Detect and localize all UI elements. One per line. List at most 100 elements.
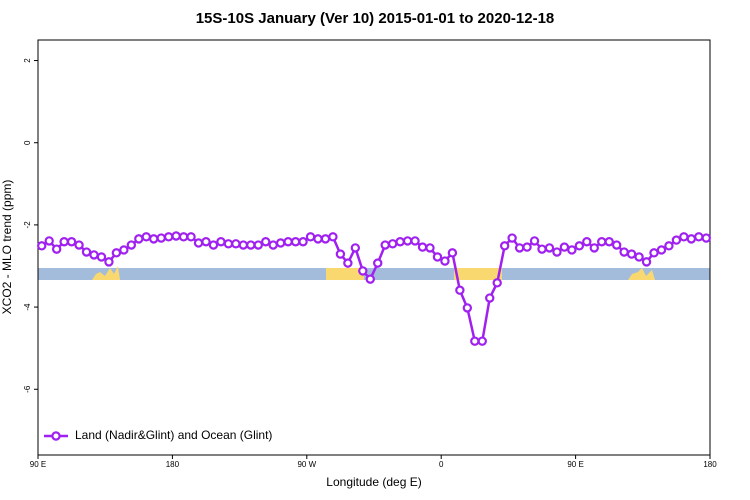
data-point bbox=[597, 237, 607, 247]
data-point bbox=[425, 243, 435, 253]
data-point bbox=[44, 236, 54, 246]
data-point bbox=[529, 236, 540, 246]
data-point bbox=[104, 257, 114, 267]
series-line bbox=[41, 234, 707, 343]
data-point bbox=[470, 336, 480, 346]
data-point bbox=[81, 247, 92, 257]
data-point bbox=[567, 245, 577, 255]
data-point bbox=[619, 247, 629, 257]
data-point bbox=[410, 236, 420, 246]
data-point bbox=[686, 234, 697, 244]
data-point bbox=[485, 293, 495, 303]
data-point bbox=[313, 234, 323, 244]
data-point bbox=[275, 238, 286, 248]
data-point bbox=[440, 256, 450, 266]
data-point bbox=[462, 303, 473, 313]
data-point bbox=[178, 232, 189, 242]
data-point bbox=[201, 237, 211, 247]
data-point bbox=[298, 237, 308, 247]
data-point bbox=[216, 237, 226, 247]
legend-marker bbox=[51, 431, 61, 441]
chart-title: 15S-10S January (Ver 10) 2015-01-01 to 2… bbox=[196, 10, 555, 27]
data-point bbox=[582, 237, 592, 247]
data-point bbox=[402, 236, 413, 246]
land-band bbox=[454, 268, 502, 280]
data-point bbox=[320, 234, 331, 244]
x-axis-label: Longitude (deg E) bbox=[326, 475, 421, 489]
data-point bbox=[37, 241, 47, 251]
data-point bbox=[149, 234, 159, 244]
data-point bbox=[656, 245, 667, 255]
data-point bbox=[387, 239, 398, 249]
data-point bbox=[589, 243, 599, 253]
data-point bbox=[74, 240, 84, 250]
data-point bbox=[634, 252, 644, 262]
data-point bbox=[574, 241, 585, 251]
data-point bbox=[134, 234, 144, 244]
y-axis-label: XCO2 - MLO trend (ppm) bbox=[0, 180, 14, 315]
land-band bbox=[92, 266, 120, 280]
data-point bbox=[365, 274, 375, 284]
data-point bbox=[350, 243, 361, 253]
data-point bbox=[477, 336, 487, 346]
data-point bbox=[66, 237, 77, 247]
data-point bbox=[96, 252, 107, 262]
data-point bbox=[163, 232, 174, 242]
data-point bbox=[111, 248, 122, 258]
data-point bbox=[305, 232, 316, 242]
data-point bbox=[507, 233, 517, 243]
data-point bbox=[552, 247, 562, 257]
data-point bbox=[395, 237, 405, 247]
data-point bbox=[544, 243, 555, 253]
data-point bbox=[141, 232, 151, 242]
data-point bbox=[193, 238, 204, 248]
data-point bbox=[89, 250, 99, 260]
data-point bbox=[373, 258, 383, 268]
x-tick-label: 0 bbox=[439, 460, 444, 469]
data-point bbox=[626, 249, 637, 259]
data-point bbox=[59, 237, 69, 247]
y-tick-label: 0 bbox=[23, 140, 32, 145]
data-point bbox=[611, 240, 622, 250]
x-tick-label: 90 E bbox=[30, 460, 46, 469]
data-point bbox=[447, 248, 458, 258]
y-tick-label: -2 bbox=[23, 221, 32, 229]
data-point bbox=[283, 237, 293, 247]
x-tick-label: 180 bbox=[703, 460, 717, 469]
data-point bbox=[268, 240, 278, 250]
y-tick-label: 2 bbox=[23, 58, 32, 63]
legend-label: Land (Nadir&Glint) and Ocean (Glint) bbox=[75, 428, 272, 442]
data-point bbox=[492, 278, 502, 288]
land-band bbox=[628, 268, 655, 280]
data-point bbox=[559, 242, 570, 252]
data-point bbox=[649, 248, 659, 258]
data-point bbox=[290, 237, 301, 247]
data-point bbox=[156, 233, 166, 243]
data-point bbox=[522, 242, 532, 252]
data-point bbox=[119, 245, 129, 255]
data-point bbox=[186, 232, 196, 242]
data-point bbox=[358, 266, 368, 276]
data-point bbox=[223, 239, 234, 249]
data-point bbox=[231, 239, 241, 249]
data-point bbox=[432, 252, 443, 262]
data-point bbox=[253, 240, 263, 250]
data-point bbox=[537, 244, 547, 254]
data-point bbox=[238, 240, 249, 250]
data-point bbox=[171, 231, 181, 241]
data-point bbox=[246, 240, 256, 250]
y-tick-label: -4 bbox=[23, 303, 32, 311]
x-tick-label: 180 bbox=[166, 460, 180, 469]
data-point bbox=[335, 249, 346, 259]
data-point bbox=[261, 237, 271, 247]
data-point bbox=[417, 242, 428, 252]
data-point bbox=[208, 240, 219, 250]
data-point bbox=[514, 243, 525, 253]
data-point bbox=[499, 241, 510, 251]
data-point bbox=[343, 258, 353, 268]
data-point bbox=[328, 232, 338, 242]
data-point bbox=[701, 233, 711, 243]
data-point bbox=[604, 237, 614, 247]
data-point bbox=[455, 285, 465, 295]
data-point bbox=[380, 240, 390, 250]
